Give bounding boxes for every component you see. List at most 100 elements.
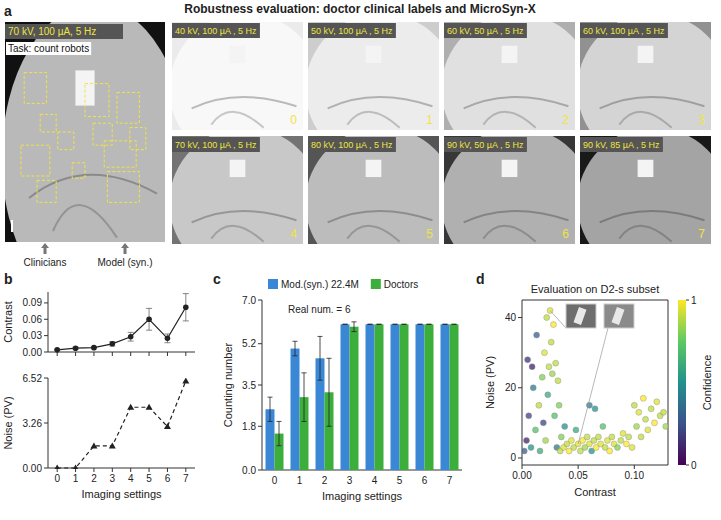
y-tick: [44, 378, 48, 379]
arrow-head: [41, 243, 49, 248]
panel-letter: a: [4, 3, 12, 19]
setting-label: 60 kV, 50 µA , 5 Hz: [447, 26, 524, 36]
error-bar: [377, 324, 382, 325]
inset-image: [604, 304, 634, 328]
label-box: [130, 128, 146, 150]
colorbar-tick-label: 0: [691, 460, 697, 471]
point: [146, 316, 152, 322]
label-box: [117, 92, 139, 123]
point: [109, 442, 116, 448]
x-tick: [167, 468, 168, 472]
error-bar: [402, 324, 407, 325]
y-tick: [44, 319, 48, 320]
y-tick: [258, 300, 262, 301]
x-tick-label: 3: [347, 475, 353, 486]
image-vessel: [619, 226, 671, 242]
point: [73, 345, 79, 351]
label-box: [104, 141, 136, 167]
image-index: 7: [698, 227, 705, 241]
label-box: [107, 172, 139, 203]
bar: [416, 324, 425, 470]
scale-bar: [11, 220, 13, 232]
point: [553, 360, 559, 366]
x-tick-label: 5: [146, 473, 152, 484]
x-tick: [634, 465, 635, 469]
x-tick: [578, 465, 579, 469]
point: [573, 427, 579, 433]
plot-area: [266, 322, 459, 470]
x-tick-label: 0: [272, 475, 278, 486]
y-axis-title: Noise (PV): [2, 396, 14, 449]
setting-label: 70 kV, 100 µA , 5 Hz: [175, 140, 257, 150]
y-tick-label: 6.52: [23, 373, 43, 384]
point: [600, 423, 606, 429]
y-tick: [44, 335, 48, 336]
setting-patch: [580, 23, 668, 38]
image-device: [638, 160, 654, 177]
y-tick-label: 3.5: [242, 380, 256, 391]
point: [127, 404, 134, 410]
error-bar: [368, 324, 373, 325]
x-tick-label: 0: [54, 473, 60, 484]
error-bar: [418, 324, 423, 325]
image-device: [502, 46, 518, 63]
task-label: Task: count robots: [8, 43, 89, 54]
error-bar: [452, 324, 457, 325]
y-tick-label: 7.0: [242, 295, 256, 306]
point: [526, 413, 532, 419]
x-tick: [130, 352, 131, 356]
bar: [366, 324, 375, 470]
error-bar: [443, 324, 448, 325]
x-tick-label: 4: [128, 473, 134, 484]
point: [607, 448, 613, 454]
error-bar: [293, 341, 298, 356]
setting-image: [580, 22, 711, 130]
image-vessel: [347, 226, 399, 242]
image-index: 3: [698, 113, 705, 127]
setting-label: 70 kV, 100 µA, 5 Hz: [8, 26, 96, 37]
y-tick: [44, 468, 48, 469]
point: [609, 434, 615, 440]
plot-area: [54, 378, 190, 469]
colorbar-tick-label: 1: [691, 295, 697, 306]
panel-letter: d: [476, 271, 485, 287]
x-tick-label: 0.00: [512, 470, 532, 481]
x-axis-title: Contrast: [574, 486, 616, 498]
x-tick: [112, 468, 113, 472]
x-tick: [149, 468, 150, 472]
point: [568, 437, 574, 443]
series-line: [57, 307, 186, 350]
error-bar: [352, 322, 357, 332]
point: [543, 437, 549, 443]
point: [552, 413, 558, 419]
point: [529, 364, 535, 370]
image-tissue: [580, 136, 711, 244]
image-index: 2: [562, 113, 569, 127]
bar: [391, 324, 400, 470]
task-patch: [6, 42, 91, 55]
frame: [522, 300, 668, 301]
point: [528, 444, 534, 450]
point: [595, 434, 601, 440]
y-axis: [48, 292, 49, 352]
image-index: 0: [290, 113, 297, 127]
y-tick: [44, 352, 48, 353]
setting-label: 90 kV, 85 µA , 5 Hz: [583, 140, 660, 150]
setting-image: [580, 136, 711, 244]
error-bar: [343, 324, 348, 325]
x-axis: [48, 468, 195, 469]
point: [540, 420, 546, 426]
point: [629, 444, 635, 450]
x-tick: [149, 352, 150, 356]
point: [618, 437, 624, 443]
image-device: [366, 160, 382, 177]
image-vessel: [464, 211, 569, 222]
y-tick-label: 0.00: [23, 347, 43, 358]
y-tick-label: 0.0: [242, 465, 256, 476]
image-vessel: [192, 211, 297, 222]
point: [90, 442, 97, 448]
y-axis-title: Contrast: [2, 301, 14, 343]
y-tick-label: 40: [505, 312, 517, 323]
point: [623, 441, 629, 447]
setting-patch: [172, 137, 260, 152]
